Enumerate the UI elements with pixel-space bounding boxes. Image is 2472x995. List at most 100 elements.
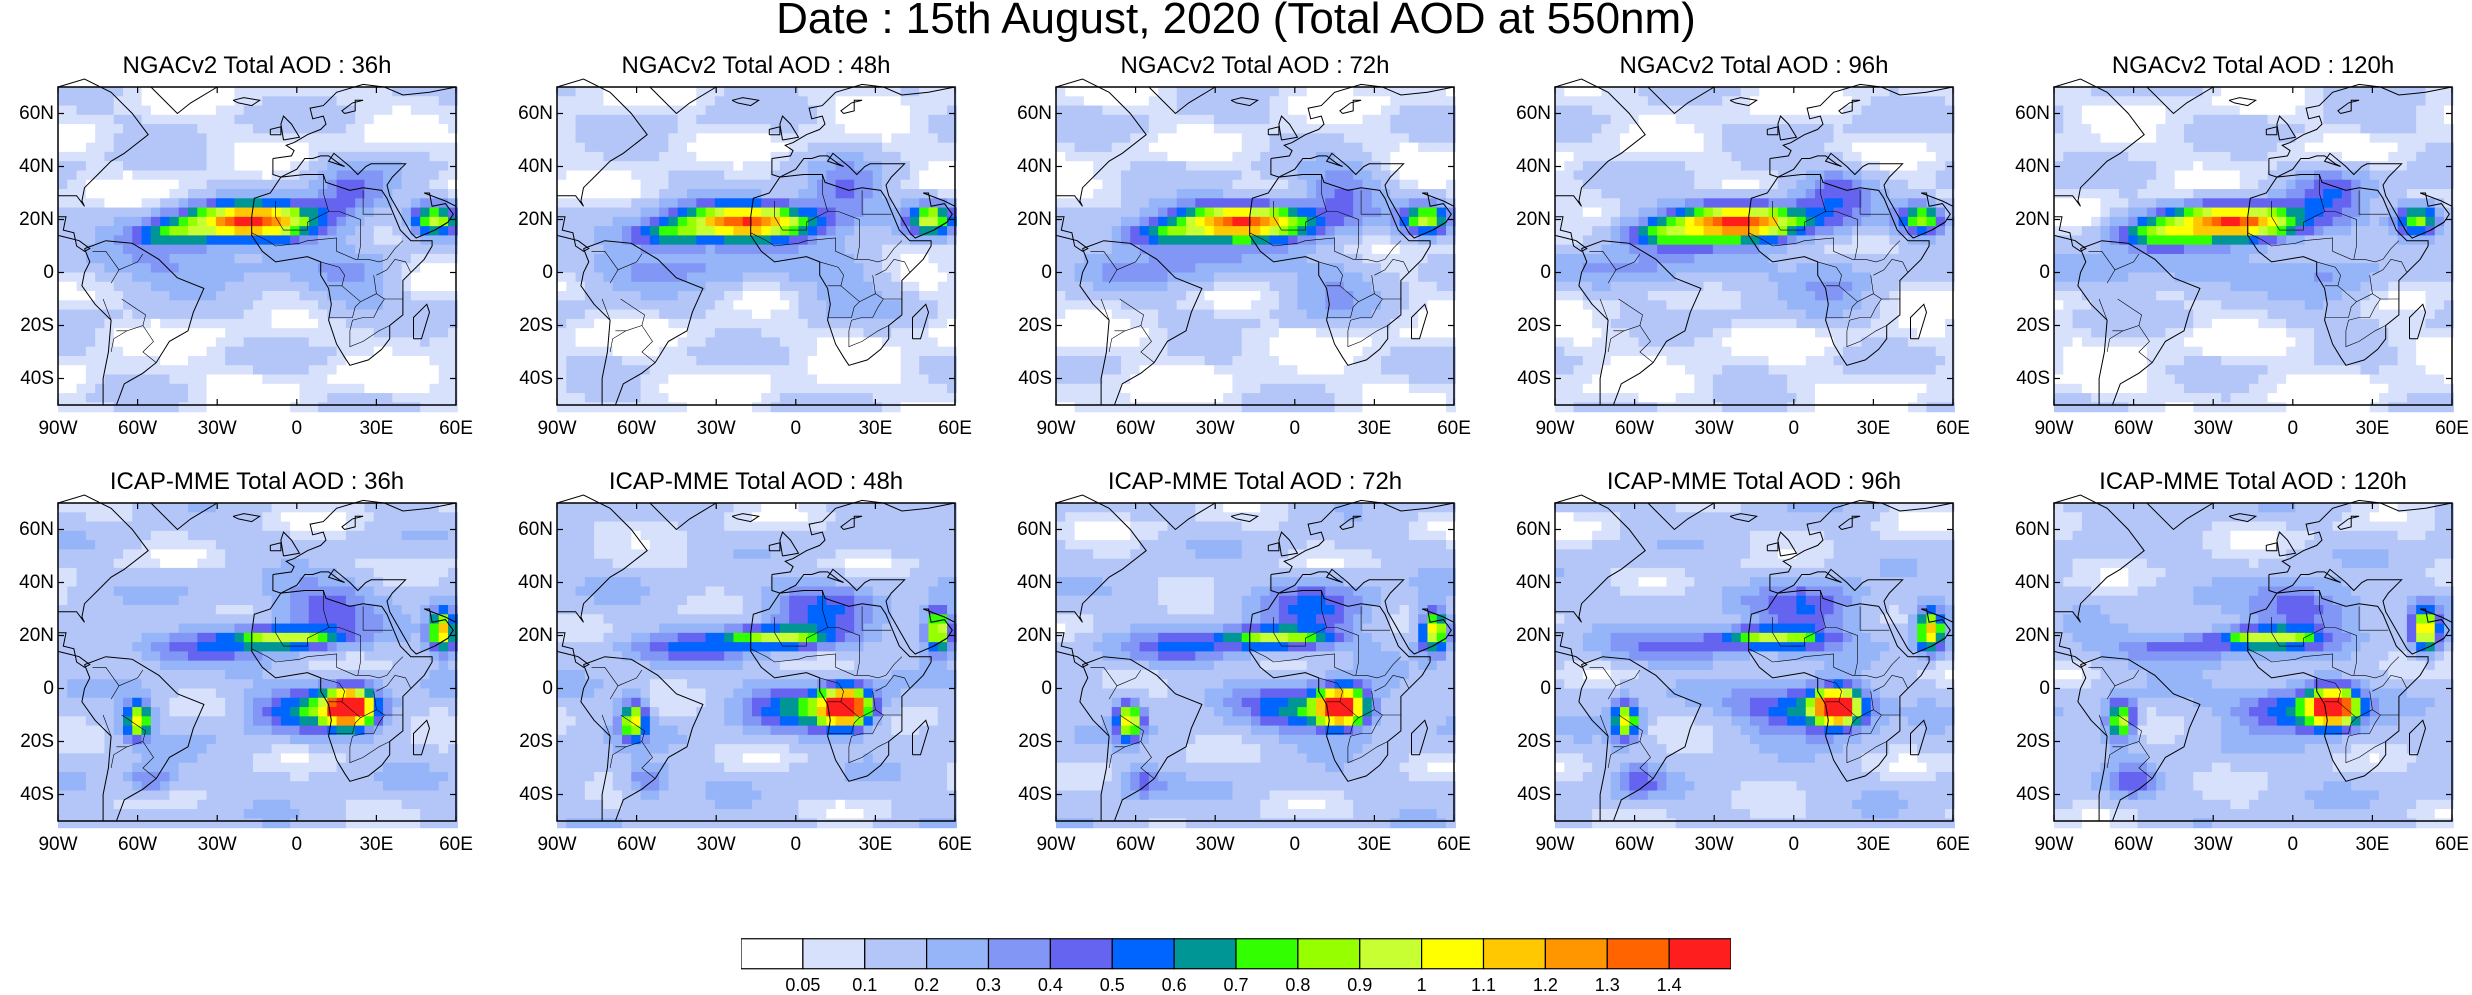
map-panel-ngacv2-48h: NGACv2 Total AOD : 48h 60N 40N 20N 0 20S 40S 90… [499, 53, 1019, 463]
aod-field [58, 503, 458, 829]
country-border [322, 174, 329, 212]
coastline-africa [1249, 590, 1431, 782]
coastline-iceland [731, 513, 761, 523]
country-border [142, 325, 157, 363]
colorbar-label: 1.1 [1470, 975, 1497, 995]
coastlines [1554, 78, 1954, 406]
aod-map [2053, 494, 2454, 829]
country-border [1846, 275, 1887, 348]
lat-tick-label: 40N [518, 155, 553, 177]
country-border [848, 691, 889, 764]
country-border [362, 190, 393, 215]
lat-tick-label: 0 [1041, 261, 1052, 283]
coastline-madagascar [1411, 719, 1429, 756]
colorbar-box [1297, 938, 1361, 970]
country-border [1114, 298, 1144, 332]
coastline-arabia-sea-edge [434, 221, 449, 231]
country-border [827, 709, 876, 734]
lat-tick-label: 20N [1516, 624, 1551, 646]
coastline-ireland [1267, 126, 1280, 136]
lat-tick-label: 60N [518, 518, 553, 540]
coastline-ireland [1766, 542, 1779, 552]
country-border [1273, 617, 1359, 676]
country-border [1639, 741, 1654, 779]
country-border [2316, 677, 2341, 703]
coastline-scandinavia-gulf [2337, 515, 2360, 530]
lon-tick-label: 60W [1615, 834, 1655, 855]
map-frame [1055, 502, 1455, 822]
coastline-south-america [1578, 240, 1702, 406]
country-border [875, 674, 911, 692]
colorbar-box [1421, 938, 1485, 970]
country-border [1615, 253, 1641, 271]
coastline-scandinavia-gulf [341, 515, 364, 530]
country-border [774, 201, 860, 260]
country-border [840, 701, 860, 718]
country-border [2358, 190, 2389, 215]
lat-tick-label: 20S [519, 314, 553, 336]
panel-title: NGACv2 Total AOD : 96h [1619, 52, 1889, 79]
coastline-scandinavia-gulf [1339, 515, 1362, 530]
coastline-south-america [1079, 240, 1203, 406]
coastlines [57, 494, 457, 822]
coastline-central-america [556, 216, 590, 252]
country-border [275, 617, 361, 676]
country-border [1599, 298, 1609, 321]
country-border [609, 330, 627, 353]
map-frame [1554, 502, 1954, 822]
coastline-iceland [1230, 97, 1260, 107]
country-border [2372, 258, 2408, 276]
country-border [1607, 746, 1625, 769]
lat-tick-label: 40N [1516, 571, 1551, 593]
country-border [840, 285, 860, 302]
lat-tick-label: 40S [2016, 783, 2050, 805]
lon-tick-label: 30W [1694, 418, 1734, 439]
coastline-iceland [2228, 513, 2258, 523]
country-border [1100, 714, 1110, 737]
country-border [1859, 606, 1890, 631]
coastline-south-america [81, 240, 205, 406]
lon-tick-label: 0 [1788, 834, 1800, 855]
coastline-ireland [2265, 542, 2278, 552]
aod-map [556, 78, 957, 413]
lon-tick-label: 60W [617, 834, 657, 855]
coastline-iceland [2228, 97, 2258, 107]
colorbar-box [1235, 938, 1299, 970]
country-border [1318, 677, 1343, 703]
country-border [92, 251, 120, 284]
colorbar-label: 0.4 [1037, 975, 1063, 995]
colorbar-label: 0.9 [1347, 975, 1373, 995]
aod-map [1055, 78, 1456, 413]
country-border [1772, 617, 1858, 676]
lon-tick-label: 30W [1195, 418, 1235, 439]
coastline-scandinavia-gulf [840, 515, 863, 530]
coastline-scandinavia-gulf [1838, 99, 1861, 114]
lon-tick-label: 90W [1535, 418, 1575, 439]
map-panel-ngacv2-36h: NGACv2 Total AOD : 36h 60N 40N 20N 0 20S 40S 90… [0, 53, 520, 463]
country-border [1116, 669, 1142, 687]
coastline-madagascar [1910, 719, 1928, 756]
country-border [2088, 667, 2116, 700]
aod-field [557, 87, 957, 413]
country-border [1817, 261, 1842, 287]
country-border [819, 261, 844, 287]
country-border [142, 741, 157, 779]
country-border [2098, 714, 2108, 737]
country-border [1772, 201, 1858, 260]
country-border [848, 275, 889, 348]
colorbar-box [1359, 938, 1423, 970]
coastline-central-america [57, 632, 91, 668]
colorbar-box [864, 938, 928, 970]
coastline-madagascar [1910, 303, 1928, 340]
country-border [1374, 258, 1410, 276]
country-border [2106, 330, 2124, 353]
country-border [2138, 325, 2153, 363]
country-border [1589, 667, 1617, 700]
lat-tick-label: 20N [2015, 208, 2050, 230]
lon-tick-label: 60E [1936, 418, 1970, 439]
lat-tick-label: 40S [2016, 367, 2050, 389]
country-border [1599, 714, 1609, 737]
country-border [1873, 674, 1909, 692]
country-border [1613, 714, 1643, 748]
colorbar-box [1173, 938, 1237, 970]
